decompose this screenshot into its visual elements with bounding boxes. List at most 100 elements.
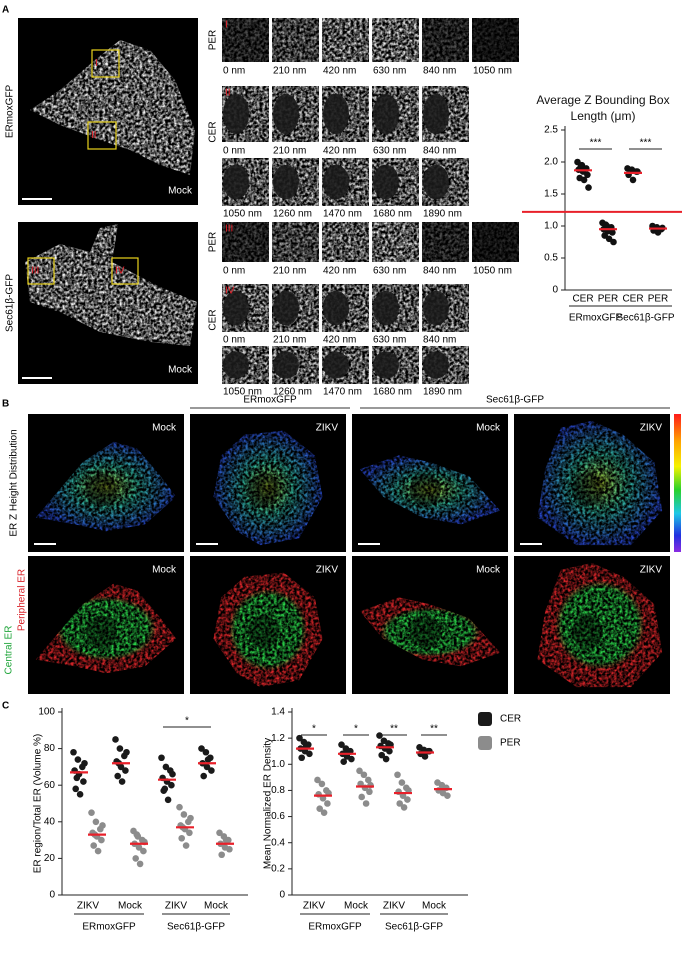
data-point	[204, 756, 212, 763]
x-tick-label: Mock	[204, 901, 229, 912]
y-tick-label: 0	[552, 285, 558, 296]
data-point	[218, 851, 225, 859]
group-header: ERmoxGFP	[243, 395, 297, 406]
nucleus	[85, 615, 117, 649]
data-point	[112, 736, 119, 743]
y-tick-label: 1.5	[544, 189, 558, 200]
montage-label: PER	[208, 232, 219, 253]
depth-label: 0 nm	[223, 146, 245, 157]
data-point	[99, 822, 106, 829]
montage-er	[472, 222, 519, 262]
y-tick-label: 0	[49, 890, 55, 901]
data-point	[296, 734, 303, 742]
group-label: Sec61β-GFP	[385, 922, 443, 933]
data-point	[338, 741, 345, 748]
nucleus	[247, 615, 279, 649]
nucleus	[223, 290, 249, 326]
data-point	[114, 772, 121, 780]
data-point	[348, 755, 355, 763]
depth-label: 420 nm	[323, 335, 356, 346]
data-point	[602, 221, 610, 229]
y-tick-label: 60	[44, 780, 56, 791]
y-axis-label: ER region/Total ER (Volume %)	[33, 734, 44, 874]
y-tick-label: 0	[279, 890, 285, 901]
montage-er	[472, 18, 519, 62]
data-point	[629, 176, 637, 184]
significance-label: **	[430, 724, 438, 735]
data-point	[394, 771, 401, 779]
roi-label: III	[225, 224, 233, 235]
data-point	[132, 855, 139, 862]
row-label: Central ER	[4, 626, 15, 675]
data-point	[176, 803, 183, 811]
depth-label: 630 nm	[373, 66, 406, 77]
data-point	[118, 778, 126, 785]
montage-er	[222, 222, 269, 262]
data-point	[123, 748, 130, 756]
montage-label: CER	[208, 121, 219, 142]
cell-er	[35, 583, 177, 674]
y-tick-label: 20	[44, 853, 56, 864]
nucleus	[223, 93, 249, 135]
panel-label: B	[2, 399, 9, 410]
data-point	[136, 860, 144, 868]
data-point	[585, 184, 592, 191]
montage-label: PER	[208, 30, 219, 51]
data-point	[421, 753, 429, 760]
roi-box	[91, 49, 120, 78]
y-tick-label: 0.4	[271, 837, 285, 848]
group-label: Sec61β-GFP	[167, 922, 225, 933]
data-point	[378, 751, 386, 759]
data-point	[164, 796, 172, 804]
roi-box	[111, 257, 139, 285]
nucleus	[423, 290, 449, 326]
x-tick-label: PER	[598, 294, 619, 305]
x-tick-label: Mock	[118, 901, 143, 912]
data-point	[182, 842, 190, 849]
y-tick-label: 80	[44, 743, 56, 754]
condition-label: Mock	[152, 565, 177, 576]
nucleus	[273, 351, 299, 379]
data-point	[396, 800, 404, 807]
cell-er	[35, 441, 177, 532]
data-point	[202, 748, 210, 756]
condition-label: ZIKV	[316, 423, 339, 434]
data-point	[161, 785, 169, 793]
depth-label: 420 nm	[323, 66, 356, 77]
data-point	[76, 791, 84, 798]
depth-label: 840 nm	[423, 146, 456, 157]
data-point	[366, 788, 373, 796]
montage-er	[272, 18, 319, 62]
data-point	[180, 811, 188, 818]
nucleus	[273, 164, 299, 200]
nucleus	[409, 473, 441, 507]
depth-label: 1260 nm	[273, 387, 312, 398]
legend-label: PER	[500, 738, 521, 749]
data-point	[208, 767, 215, 774]
nucleus	[571, 615, 603, 649]
x-tick-label: ZIKV	[383, 901, 406, 912]
depth-label: 840 nm	[423, 266, 456, 277]
montage-er	[222, 18, 269, 62]
y-tick-label: 1.4	[271, 707, 285, 718]
cell-er	[359, 597, 501, 667]
data-point	[200, 772, 207, 780]
roi-box	[27, 257, 55, 285]
y-tick-label: 1.2	[271, 733, 285, 744]
data-point	[316, 805, 324, 813]
data-point	[610, 238, 617, 246]
y-tick-label: 0.5	[544, 253, 558, 264]
depth-label: 630 nm	[373, 335, 406, 346]
data-point	[404, 796, 411, 803]
chart-title: Average Z Bounding Box Length (μm)	[536, 93, 670, 123]
depth-label: 840 nm	[423, 66, 456, 77]
montage-er	[372, 222, 419, 262]
legend-swatch	[478, 712, 492, 726]
nucleus	[223, 351, 249, 379]
roi-label: II	[91, 130, 97, 141]
roi-box	[87, 121, 117, 150]
data-point	[203, 763, 211, 771]
data-point	[90, 842, 97, 849]
legend-label: CER	[500, 714, 521, 725]
data-point	[133, 831, 141, 838]
